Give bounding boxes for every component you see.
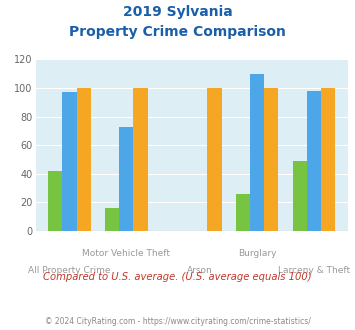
Text: © 2024 CityRating.com - https://www.cityrating.com/crime-statistics/: © 2024 CityRating.com - https://www.city… (45, 317, 310, 326)
Legend: Sylvania, Ohio, National: Sylvania, Ohio, National (60, 326, 323, 330)
Bar (207, 88, 222, 231)
Text: Larceny & Theft: Larceny & Theft (278, 266, 350, 275)
Bar (264, 88, 278, 231)
Bar (307, 91, 321, 231)
Bar (133, 88, 148, 231)
Bar (293, 161, 307, 231)
Bar (236, 194, 250, 231)
Text: Compared to U.S. average. (U.S. average equals 100): Compared to U.S. average. (U.S. average … (43, 272, 312, 282)
Text: 2019 Sylvania: 2019 Sylvania (122, 5, 233, 19)
Bar (48, 171, 62, 231)
Bar (62, 92, 77, 231)
Bar (250, 74, 264, 231)
Text: All Property Crime: All Property Crime (28, 266, 111, 275)
Bar (119, 127, 133, 231)
Bar (105, 208, 119, 231)
Text: Arson: Arson (187, 266, 213, 275)
Text: Motor Vehicle Theft: Motor Vehicle Theft (82, 249, 170, 258)
Text: Property Crime Comparison: Property Crime Comparison (69, 25, 286, 39)
Bar (77, 88, 91, 231)
Bar (321, 88, 335, 231)
Text: Burglary: Burglary (238, 249, 276, 258)
